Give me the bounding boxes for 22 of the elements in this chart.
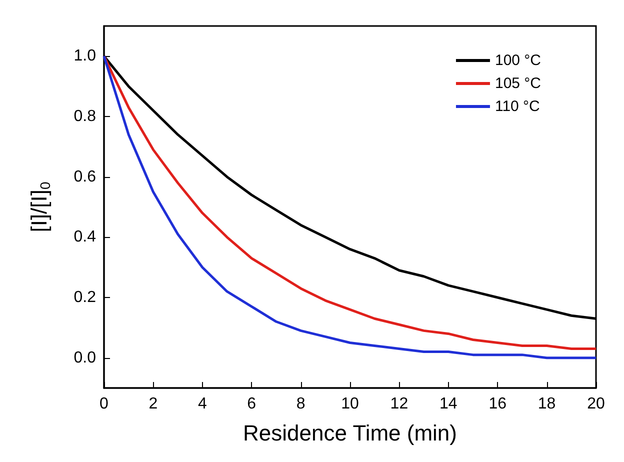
legend-label: 100 °C — [494, 52, 542, 69]
legend-label: 110 °C — [494, 98, 540, 115]
x-tick-label: 18 — [538, 396, 556, 412]
x-tick-label: 10 — [341, 396, 359, 412]
x-axis-title: Residence Time (min) — [243, 420, 457, 446]
x-tick-label: 4 — [198, 396, 207, 412]
y-tick-label: 0.0 — [74, 349, 96, 366]
y-tick-label: 0.8 — [74, 108, 96, 125]
x-tick-label: 14 — [440, 396, 458, 412]
x-tick-label: 20 — [587, 396, 605, 412]
y-tick-label: 0.2 — [74, 289, 96, 306]
x-tick-label: 8 — [296, 396, 306, 412]
x-tick-label: 2 — [148, 396, 158, 412]
legend-label: 105 °C — [494, 75, 542, 92]
y-tick-label: 0.6 — [74, 168, 96, 186]
x-tick-label: 12 — [390, 396, 408, 412]
y-axis-title: [I]/[I]0 — [26, 182, 53, 232]
x-tick-label: 0 — [100, 396, 109, 412]
x-tick-label: 16 — [488, 396, 507, 412]
y-tick-label: 1.0 — [74, 48, 96, 65]
x-tick-label: 6 — [247, 396, 256, 412]
y-tick-label: 0.4 — [74, 228, 96, 246]
